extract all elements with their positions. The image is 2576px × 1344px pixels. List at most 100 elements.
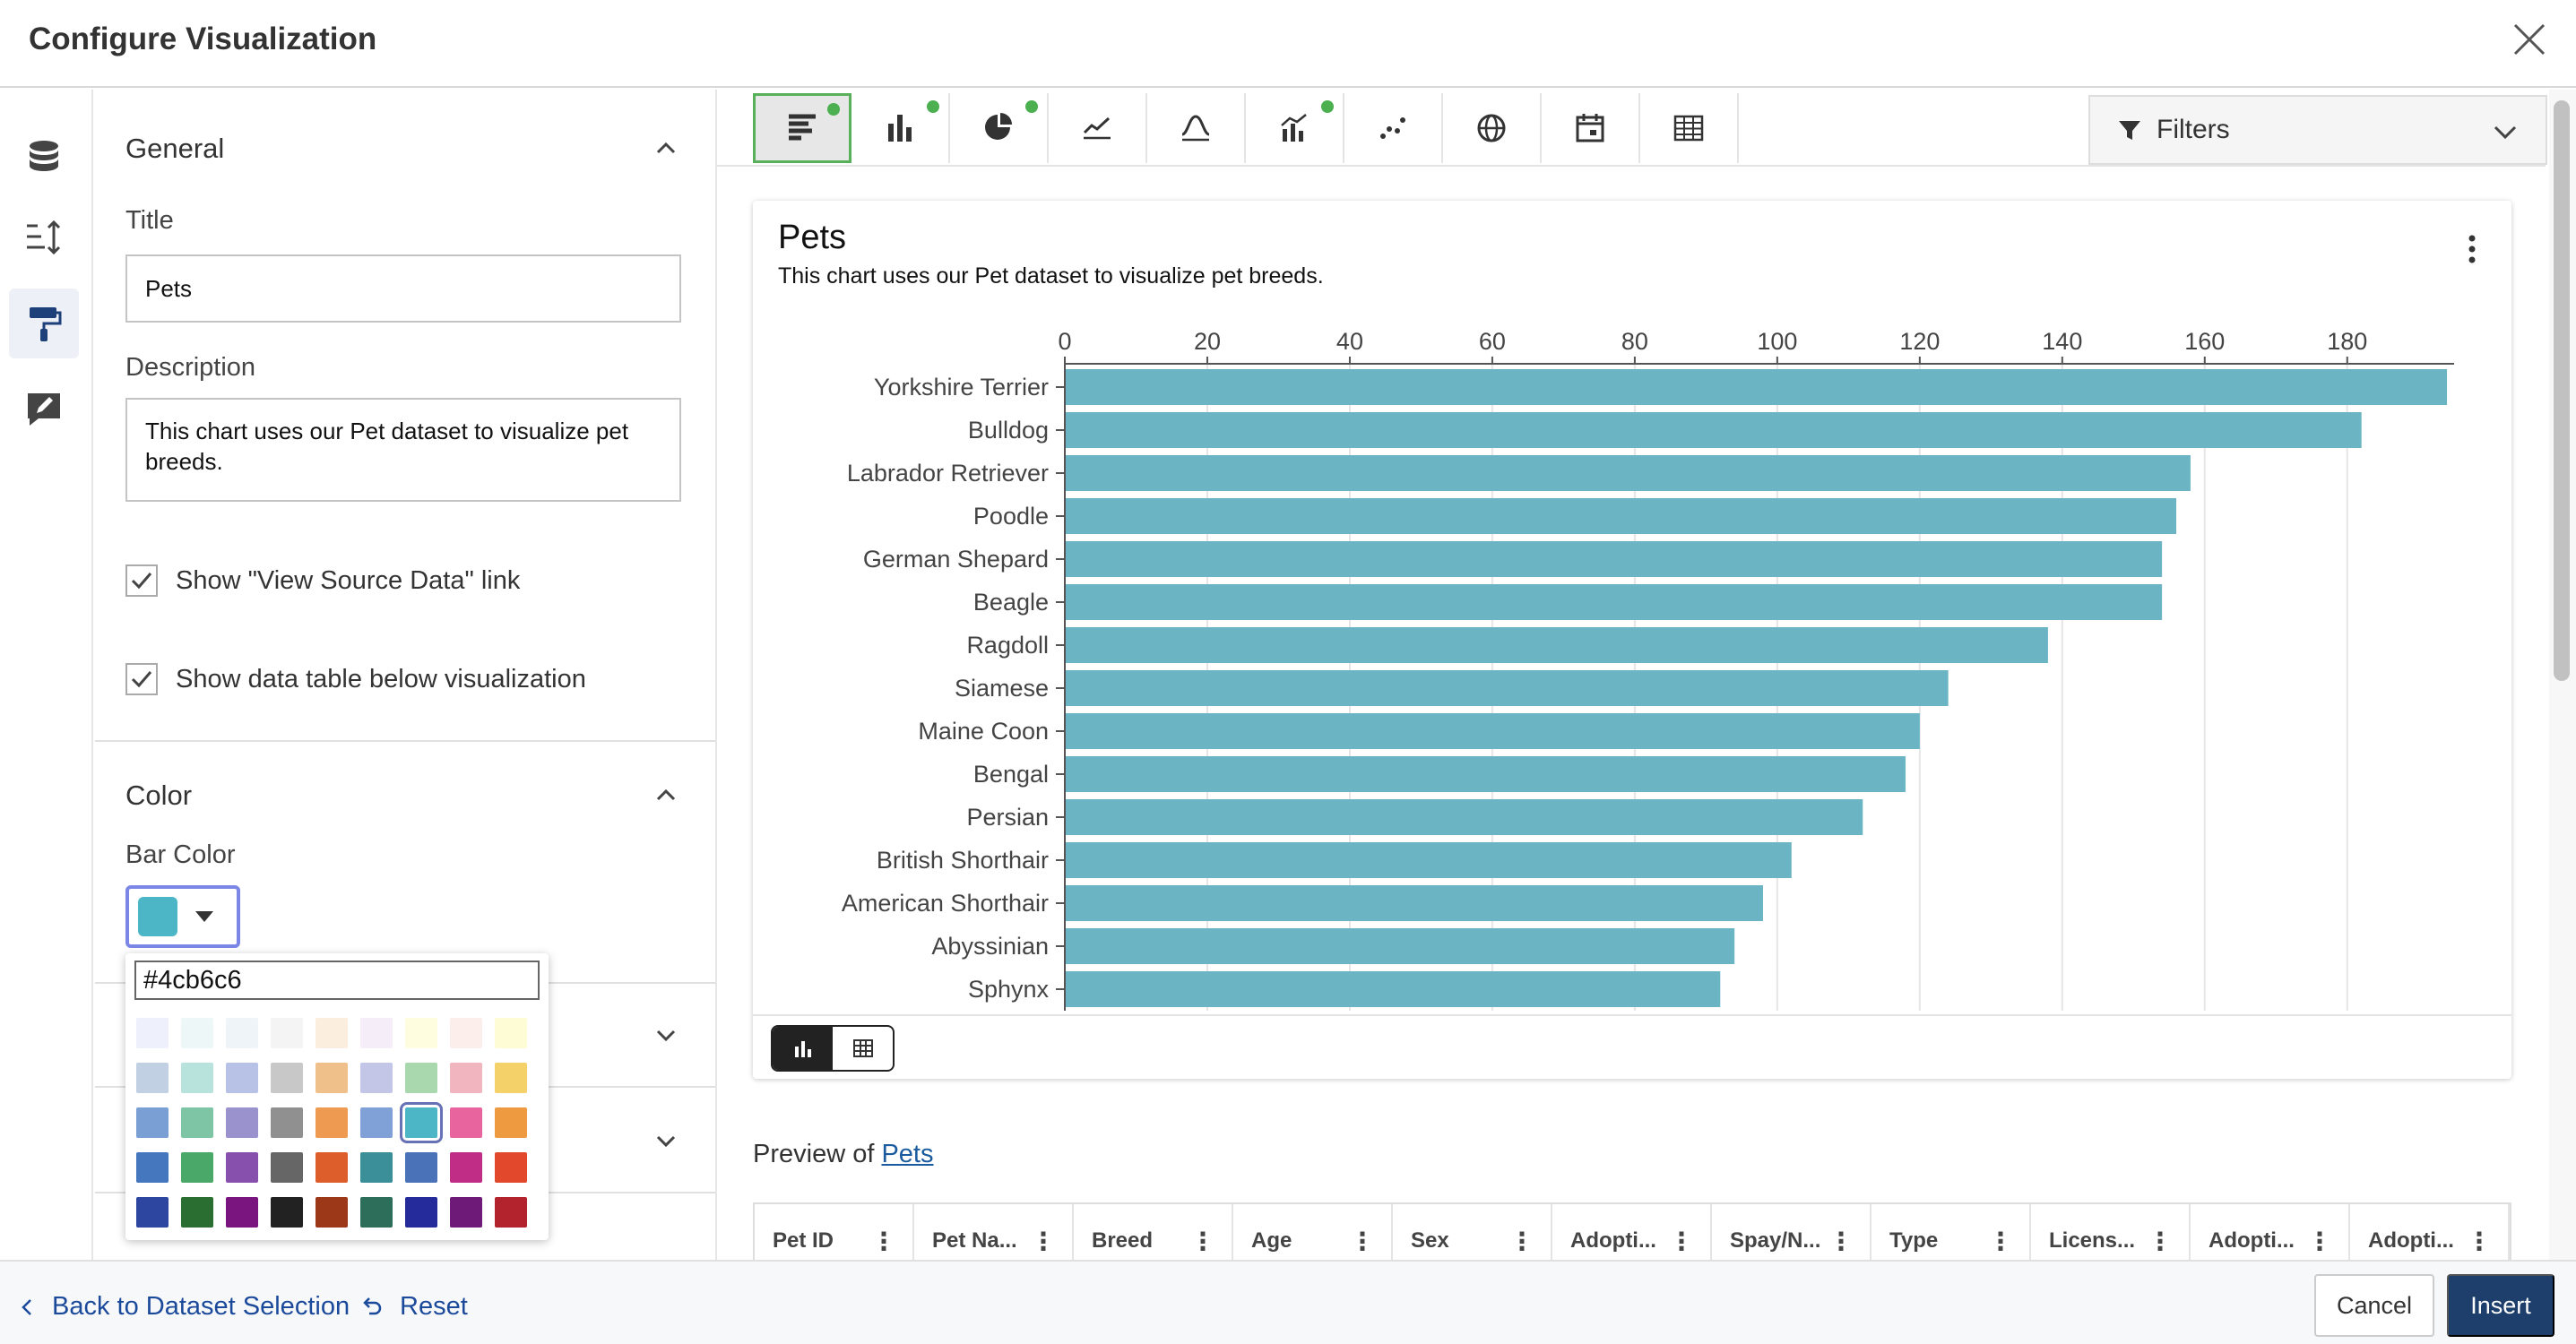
color-swatch[interactable] bbox=[136, 1018, 169, 1048]
scrollbar-thumb[interactable] bbox=[2554, 100, 2570, 681]
show-source-checkbox[interactable] bbox=[125, 564, 158, 597]
color-swatch[interactable] bbox=[316, 1197, 348, 1228]
color-swatch[interactable] bbox=[400, 1102, 443, 1143]
column-menu-icon[interactable]: ⋮ bbox=[2467, 1227, 2492, 1255]
color-swatch[interactable] bbox=[360, 1063, 393, 1093]
title-input[interactable] bbox=[125, 254, 681, 323]
color-swatch[interactable] bbox=[495, 1152, 527, 1183]
column-menu-icon[interactable]: ⋮ bbox=[1509, 1227, 1534, 1255]
column-menu-icon[interactable]: ⋮ bbox=[1988, 1227, 2013, 1255]
grid-column-header[interactable]: Adopti... ⋮ bbox=[2350, 1204, 2510, 1260]
color-swatch[interactable] bbox=[136, 1107, 169, 1138]
color-swatch[interactable] bbox=[450, 1152, 482, 1183]
chart-view-button[interactable] bbox=[773, 1027, 833, 1070]
color-swatch[interactable] bbox=[450, 1107, 482, 1138]
color-swatch[interactable] bbox=[450, 1018, 482, 1048]
color-swatch[interactable] bbox=[181, 1018, 213, 1048]
chart-type-button[interactable] bbox=[1147, 93, 1246, 163]
color-swatch[interactable] bbox=[181, 1063, 213, 1093]
chart-type-button[interactable] bbox=[851, 93, 950, 163]
table-view-button[interactable] bbox=[833, 1027, 893, 1070]
hex-color-input[interactable] bbox=[134, 961, 540, 1000]
grid-column-header[interactable]: Type ⋮ bbox=[1871, 1204, 2031, 1260]
color-swatch[interactable] bbox=[495, 1197, 527, 1228]
grid-column-header[interactable]: Pet Na... ⋮ bbox=[914, 1204, 1074, 1260]
chart-type-button[interactable] bbox=[1640, 93, 1739, 163]
color-swatch[interactable] bbox=[226, 1197, 258, 1228]
show-source-checkbox-row[interactable]: Show "View Source Data" link bbox=[125, 563, 520, 599]
color-swatch[interactable] bbox=[226, 1018, 258, 1048]
rail-data-button[interactable] bbox=[9, 122, 79, 192]
chart-type-button[interactable] bbox=[1542, 93, 1640, 163]
color-swatch[interactable] bbox=[495, 1018, 527, 1048]
color-swatch[interactable] bbox=[226, 1107, 258, 1138]
chart-type-button[interactable] bbox=[1049, 93, 1147, 163]
color-swatch[interactable] bbox=[360, 1107, 393, 1138]
rail-style-button[interactable] bbox=[9, 289, 79, 358]
color-swatch[interactable] bbox=[450, 1063, 482, 1093]
color-swatch[interactable] bbox=[316, 1018, 348, 1048]
color-swatch[interactable] bbox=[271, 1152, 303, 1183]
column-menu-icon[interactable]: ⋮ bbox=[1350, 1227, 1375, 1255]
chart-type-button[interactable] bbox=[1344, 93, 1443, 163]
column-menu-icon[interactable]: ⋮ bbox=[1031, 1227, 1056, 1255]
color-swatch[interactable] bbox=[316, 1063, 348, 1093]
color-swatch[interactable] bbox=[450, 1197, 482, 1228]
cancel-button[interactable]: Cancel bbox=[2314, 1274, 2434, 1337]
color-swatch[interactable] bbox=[271, 1107, 303, 1138]
color-swatch[interactable] bbox=[360, 1018, 393, 1048]
description-textarea[interactable] bbox=[125, 398, 681, 502]
color-swatch[interactable] bbox=[495, 1107, 527, 1138]
color-swatch[interactable] bbox=[316, 1107, 348, 1138]
show-table-checkbox[interactable] bbox=[125, 663, 158, 695]
chart-type-button[interactable] bbox=[753, 93, 851, 163]
column-menu-icon[interactable]: ⋮ bbox=[2148, 1227, 2173, 1255]
column-menu-icon[interactable]: ⋮ bbox=[1190, 1227, 1215, 1255]
color-swatch[interactable] bbox=[360, 1197, 393, 1228]
grid-column-header[interactable]: Adopti... ⋮ bbox=[1552, 1204, 1712, 1260]
chevron-down-icon[interactable] bbox=[653, 1021, 679, 1048]
color-swatch[interactable] bbox=[316, 1152, 348, 1183]
rail-annotation-button[interactable] bbox=[9, 375, 79, 444]
chevron-up-icon[interactable] bbox=[653, 781, 679, 808]
filters-dropdown[interactable]: Filters bbox=[2088, 95, 2547, 165]
color-swatch[interactable] bbox=[226, 1063, 258, 1093]
color-swatch[interactable] bbox=[271, 1197, 303, 1228]
chevron-up-icon[interactable] bbox=[653, 134, 679, 161]
chart-type-button[interactable] bbox=[1443, 93, 1542, 163]
color-swatch[interactable] bbox=[136, 1063, 169, 1093]
grid-column-header[interactable]: Age ⋮ bbox=[1233, 1204, 1393, 1260]
color-swatch[interactable] bbox=[181, 1152, 213, 1183]
chart-type-button[interactable] bbox=[950, 93, 1049, 163]
insert-button[interactable]: Insert bbox=[2447, 1274, 2554, 1337]
close-icon[interactable] bbox=[2504, 14, 2554, 65]
color-swatch[interactable] bbox=[226, 1152, 258, 1183]
grid-column-header[interactable]: Spay/N... ⋮ bbox=[1712, 1204, 1871, 1260]
color-swatch[interactable] bbox=[136, 1197, 169, 1228]
rail-sort-button[interactable] bbox=[9, 202, 79, 272]
reset-link[interactable]: Reset bbox=[360, 1292, 468, 1322]
grid-column-header[interactable]: Sex ⋮ bbox=[1393, 1204, 1552, 1260]
color-swatch[interactable] bbox=[271, 1063, 303, 1093]
show-table-checkbox-row[interactable]: Show data table below visualization bbox=[125, 661, 586, 697]
grid-column-header[interactable]: Adopti... ⋮ bbox=[2191, 1204, 2350, 1260]
color-swatch[interactable] bbox=[360, 1152, 393, 1183]
color-swatch[interactable] bbox=[405, 1197, 437, 1228]
column-menu-icon[interactable]: ⋮ bbox=[1669, 1227, 1694, 1255]
more-vertical-icon[interactable] bbox=[2463, 233, 2481, 269]
column-menu-icon[interactable]: ⋮ bbox=[871, 1227, 896, 1255]
bar-color-picker-button[interactable] bbox=[125, 885, 240, 948]
color-swatch[interactable] bbox=[405, 1152, 437, 1183]
grid-column-header[interactable]: Breed ⋮ bbox=[1074, 1204, 1233, 1260]
color-swatch[interactable] bbox=[271, 1018, 303, 1048]
chart-type-button[interactable] bbox=[1246, 93, 1344, 163]
color-swatch[interactable] bbox=[405, 1018, 437, 1048]
grid-column-header[interactable]: Pet ID ⋮ bbox=[755, 1204, 914, 1260]
color-swatch[interactable] bbox=[495, 1063, 527, 1093]
preview-dataset-link[interactable]: Pets bbox=[881, 1140, 934, 1168]
color-swatch[interactable] bbox=[405, 1063, 437, 1093]
color-swatch[interactable] bbox=[181, 1107, 213, 1138]
column-menu-icon[interactable]: ⋮ bbox=[2307, 1227, 2332, 1255]
back-to-dataset-link[interactable]: Back to Dataset Selection bbox=[18, 1292, 350, 1322]
color-swatch[interactable] bbox=[181, 1197, 213, 1228]
